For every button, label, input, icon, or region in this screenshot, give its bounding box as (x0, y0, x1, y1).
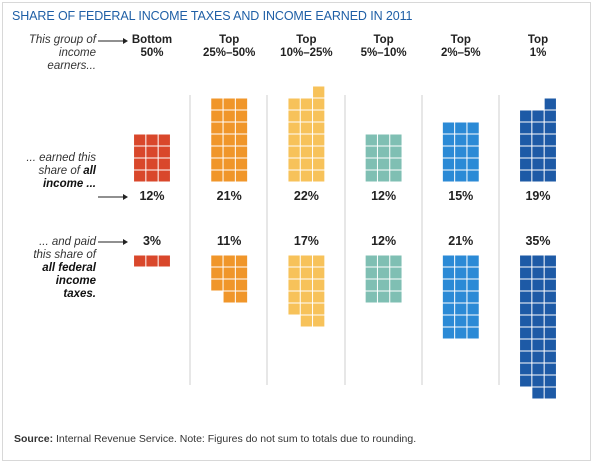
value-label: 22% (293, 189, 319, 203)
value-label: 17% (293, 234, 319, 248)
value-label: 12% (139, 189, 165, 203)
value-label: 21% (448, 234, 474, 248)
value-label: 35% (525, 234, 551, 248)
category-label: Top 5%–10% (360, 34, 407, 59)
footnote: Source: Internal Revenue Service. Note: … (14, 433, 416, 445)
waffle-block (441, 121, 480, 183)
value-label: 15% (448, 189, 474, 203)
label-bold: all income ... (42, 165, 96, 190)
category-label: Bottom 50% (131, 34, 173, 59)
value-label: 12% (371, 189, 397, 203)
label-text: ... and paid this share of (33, 236, 96, 261)
waffle-block (364, 133, 403, 183)
waffle-block (287, 85, 326, 183)
value-label: 12% (371, 234, 397, 248)
category-label: Top 25%–50% (202, 34, 256, 59)
category-label: Top 10%–25% (280, 34, 333, 59)
label-bold: all federal income taxes. (42, 262, 96, 300)
separators (189, 95, 500, 385)
waffle-block (519, 254, 557, 400)
category-label: Top 2%–5% (440, 34, 481, 59)
label-text: ... earned this share of (26, 152, 96, 177)
waffle-block (210, 254, 249, 304)
waffle-block (133, 133, 171, 183)
waffle-block (364, 254, 403, 304)
arrow-head (123, 239, 128, 245)
value-label: 19% (525, 189, 551, 203)
tax-row-label: ... and paid this share of all federal i… (20, 236, 96, 301)
waffle-block (133, 254, 171, 268)
source-text: Internal Revenue Service. Note: Figures … (56, 433, 417, 445)
waffle-block (287, 254, 326, 328)
category-label: Top 1% (527, 34, 549, 59)
waffle-block (441, 254, 480, 340)
arrow-head (123, 38, 128, 44)
arrow-head (123, 194, 128, 200)
waffle-block (210, 97, 249, 183)
value-label: 11% (217, 234, 242, 248)
chart-title: SHARE OF FEDERAL INCOME TAXES AND INCOME… (12, 9, 413, 23)
frame (2, 2, 591, 461)
source-label: Source: (14, 433, 54, 445)
waffle-block (519, 97, 557, 183)
income-row-label: ... earned this share of all income ... (8, 152, 96, 191)
group-label: This group of income earners... (28, 34, 96, 72)
value-label: 3% (142, 234, 162, 248)
arrows (98, 38, 128, 245)
value-label: 21% (216, 189, 242, 203)
